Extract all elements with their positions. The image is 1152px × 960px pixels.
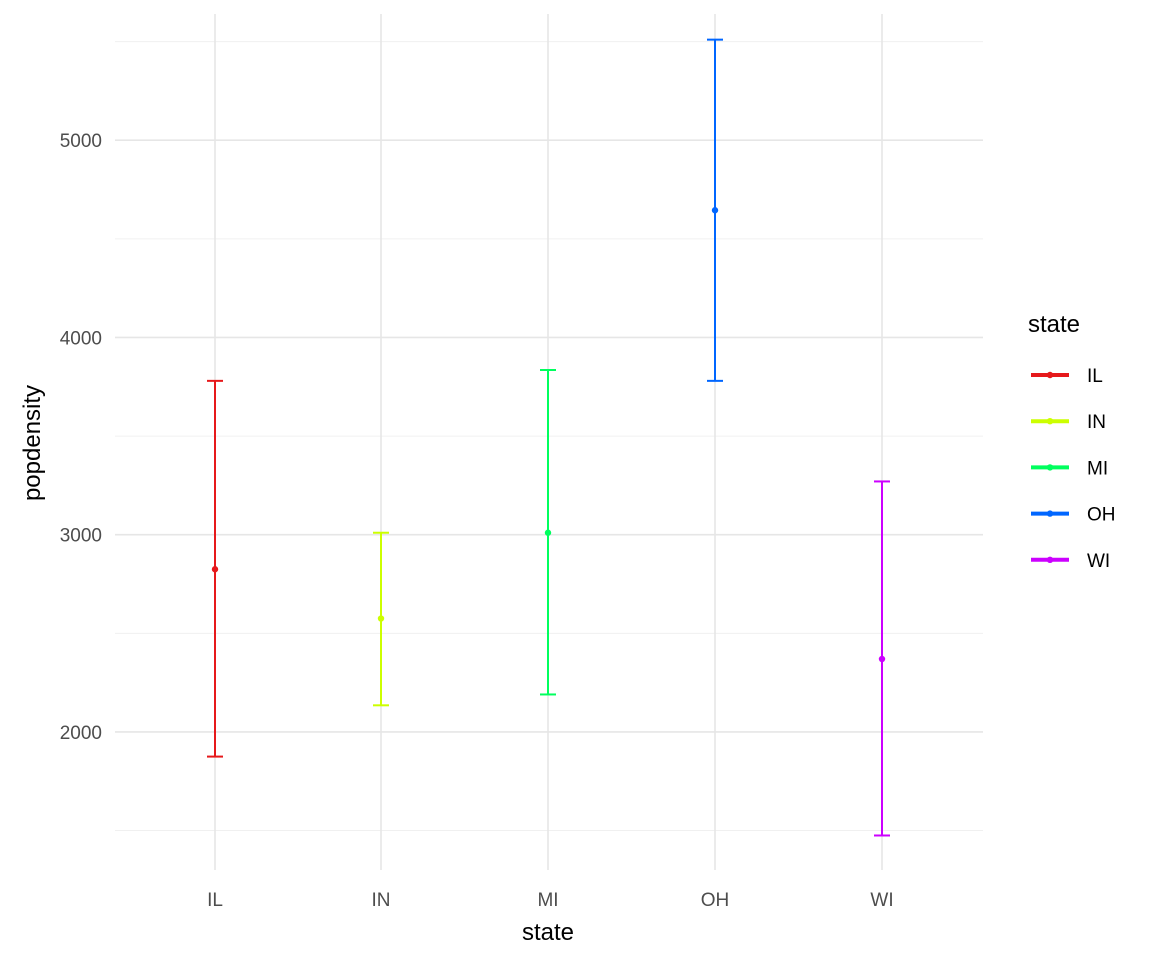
- y-tick-label: 2000: [60, 723, 102, 744]
- y-tick-label: 5000: [60, 131, 102, 152]
- series: [207, 38, 890, 837]
- legend-key-point: [1046, 510, 1054, 517]
- errorbar-mi: [540, 369, 556, 696]
- legend-label: WI: [1087, 551, 1110, 572]
- legend-key-point: [1046, 464, 1054, 471]
- x-axis-title: state: [522, 919, 574, 946]
- legend-item-oh: OH: [1031, 505, 1116, 526]
- y-axis-title: popdensity: [19, 385, 46, 501]
- errorbar-in: [373, 531, 389, 707]
- legend-key-point: [1046, 418, 1054, 425]
- legend-label: OH: [1087, 505, 1116, 526]
- legend-item-in: IN: [1031, 412, 1106, 433]
- x-tick-label: IL: [207, 890, 223, 911]
- legend-item-mi: MI: [1031, 458, 1108, 479]
- mean-point: [211, 566, 219, 573]
- x-tick-label: OH: [701, 890, 730, 911]
- x-tick-label: WI: [870, 890, 893, 911]
- legend-title: state: [1028, 311, 1080, 338]
- y-axis-ticks: 2000 3000 4000 5000: [60, 131, 102, 744]
- x-tick-label: IN: [372, 890, 391, 911]
- legend-label: IN: [1087, 412, 1106, 433]
- mean-point: [377, 615, 385, 622]
- legend-item-il: IL: [1031, 366, 1103, 387]
- errorbar-oh: [707, 38, 723, 382]
- x-tick-label: MI: [537, 890, 558, 911]
- mean-point: [878, 655, 886, 663]
- legend: state IL IN MI OH WI: [1028, 311, 1116, 572]
- y-tick-label: 4000: [60, 328, 102, 349]
- y-tick-label: 3000: [60, 526, 102, 547]
- errorbar-wi: [874, 480, 890, 837]
- legend-label: MI: [1087, 458, 1108, 479]
- legend-label: IL: [1087, 366, 1103, 387]
- legend-key-point: [1046, 371, 1054, 379]
- x-axis-ticks: IL IN MI OH WI: [207, 890, 894, 911]
- legend-key-point: [1046, 556, 1054, 563]
- errorbar-il: [207, 379, 223, 758]
- mean-point: [544, 529, 552, 536]
- mean-point: [711, 207, 719, 214]
- legend-item-wi: WI: [1031, 551, 1110, 572]
